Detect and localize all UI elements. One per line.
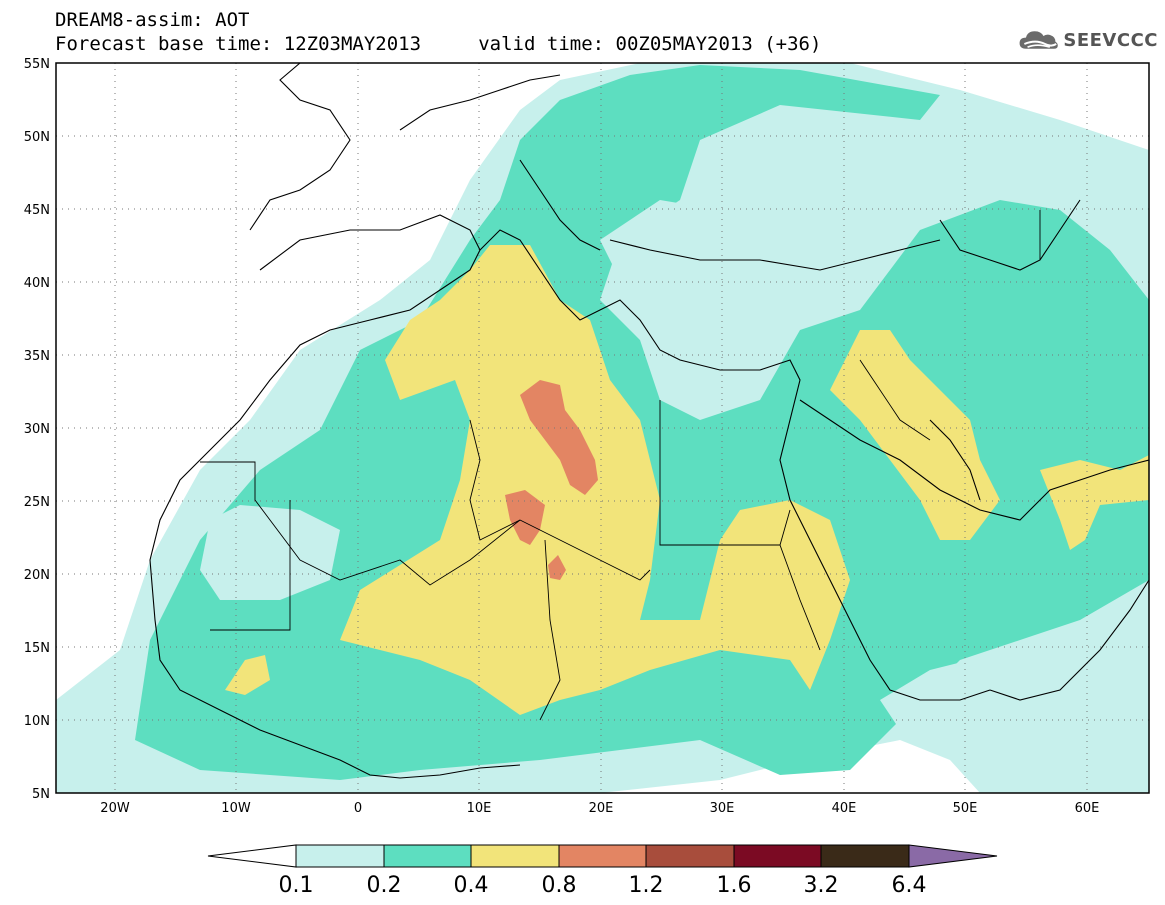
colorbar-label: 0.4	[454, 873, 489, 898]
colorbar-high-arrow	[908, 844, 998, 868]
lat-label: 30N	[24, 422, 50, 437]
colorbar-label: 0.8	[542, 873, 577, 898]
aot-field	[56, 63, 1149, 793]
colorbar	[207, 844, 998, 868]
lat-label: 25N	[24, 495, 50, 510]
aot-contour-0.8-libya	[520, 380, 598, 495]
colorbar-label: 3.2	[804, 873, 839, 898]
coastlines	[149, 63, 1149, 779]
lon-label: 60E	[1075, 801, 1100, 816]
aot-contour-0.1-hole-west	[200, 505, 340, 600]
lat-label: 50N	[24, 130, 50, 145]
latitude-labels: 55N 50N 45N 40N 35N 30N 25N 20N 15N 10N …	[24, 57, 50, 802]
lon-label: 30E	[710, 801, 735, 816]
graticule	[56, 63, 1149, 793]
lon-label: 10E	[467, 801, 492, 816]
logo-text: SEEVCCC	[1063, 29, 1158, 51]
colorbar-label: 1.2	[629, 873, 664, 898]
colorbar-swatch	[295, 844, 385, 868]
lat-label: 55N	[24, 57, 50, 72]
map-title: DREAM8-assim: AOT	[55, 9, 250, 31]
aot-contour-0.4-arabia	[830, 330, 1000, 540]
lat-label: 35N	[24, 349, 50, 364]
aot-contour-0.8-chad	[505, 490, 545, 545]
longitude-labels: 20W 10W 0 10E 20E 30E 40E 50E 60E	[100, 801, 1099, 816]
aot-contour-0.4-gulf	[1040, 455, 1149, 550]
lat-label: 5N	[32, 787, 50, 802]
colorbar-swatch	[820, 844, 910, 868]
colorbar-label: 0.2	[367, 873, 402, 898]
lat-label: 15N	[24, 641, 50, 656]
lon-label: 20E	[589, 801, 614, 816]
lon-label: 0	[354, 801, 362, 816]
colorbar-swatch	[733, 844, 822, 868]
aot-contour-0.8-south	[548, 555, 566, 580]
lon-label: 20W	[100, 801, 130, 816]
lat-label: 45N	[24, 203, 50, 218]
political-borders	[200, 210, 1041, 721]
colorbar-label: 0.1	[279, 873, 314, 898]
lon-label: 10W	[221, 801, 251, 816]
colorbar-labels: 0.1 0.2 0.4 0.8 1.2 1.6 3.2 6.4	[279, 873, 927, 898]
map-frame	[55, 62, 1150, 794]
colorbar-low-arrow	[207, 844, 297, 868]
colorbar-swatch	[558, 844, 647, 868]
aot-contour-0.1-hole-horn	[880, 655, 1040, 730]
colorbar-swatch	[383, 844, 472, 868]
lon-label: 40E	[832, 801, 857, 816]
cloud-icon	[1019, 31, 1058, 49]
colorbar-label: 6.4	[892, 873, 927, 898]
lat-label: 20N	[24, 568, 50, 583]
colorbar-label: 1.6	[717, 873, 752, 898]
colorbar-swatch	[645, 844, 735, 868]
colorbar-swatch	[470, 844, 560, 868]
lat-label: 40N	[24, 276, 50, 291]
aot-contour-0.4-sahel	[225, 655, 270, 695]
forecast-time-line: Forecast base time: 12Z03MAY2013 valid t…	[55, 33, 822, 55]
lon-label: 50E	[953, 801, 978, 816]
seevccc-logo: SEEVCCC	[1018, 24, 1158, 56]
lat-label: 10N	[24, 714, 50, 729]
